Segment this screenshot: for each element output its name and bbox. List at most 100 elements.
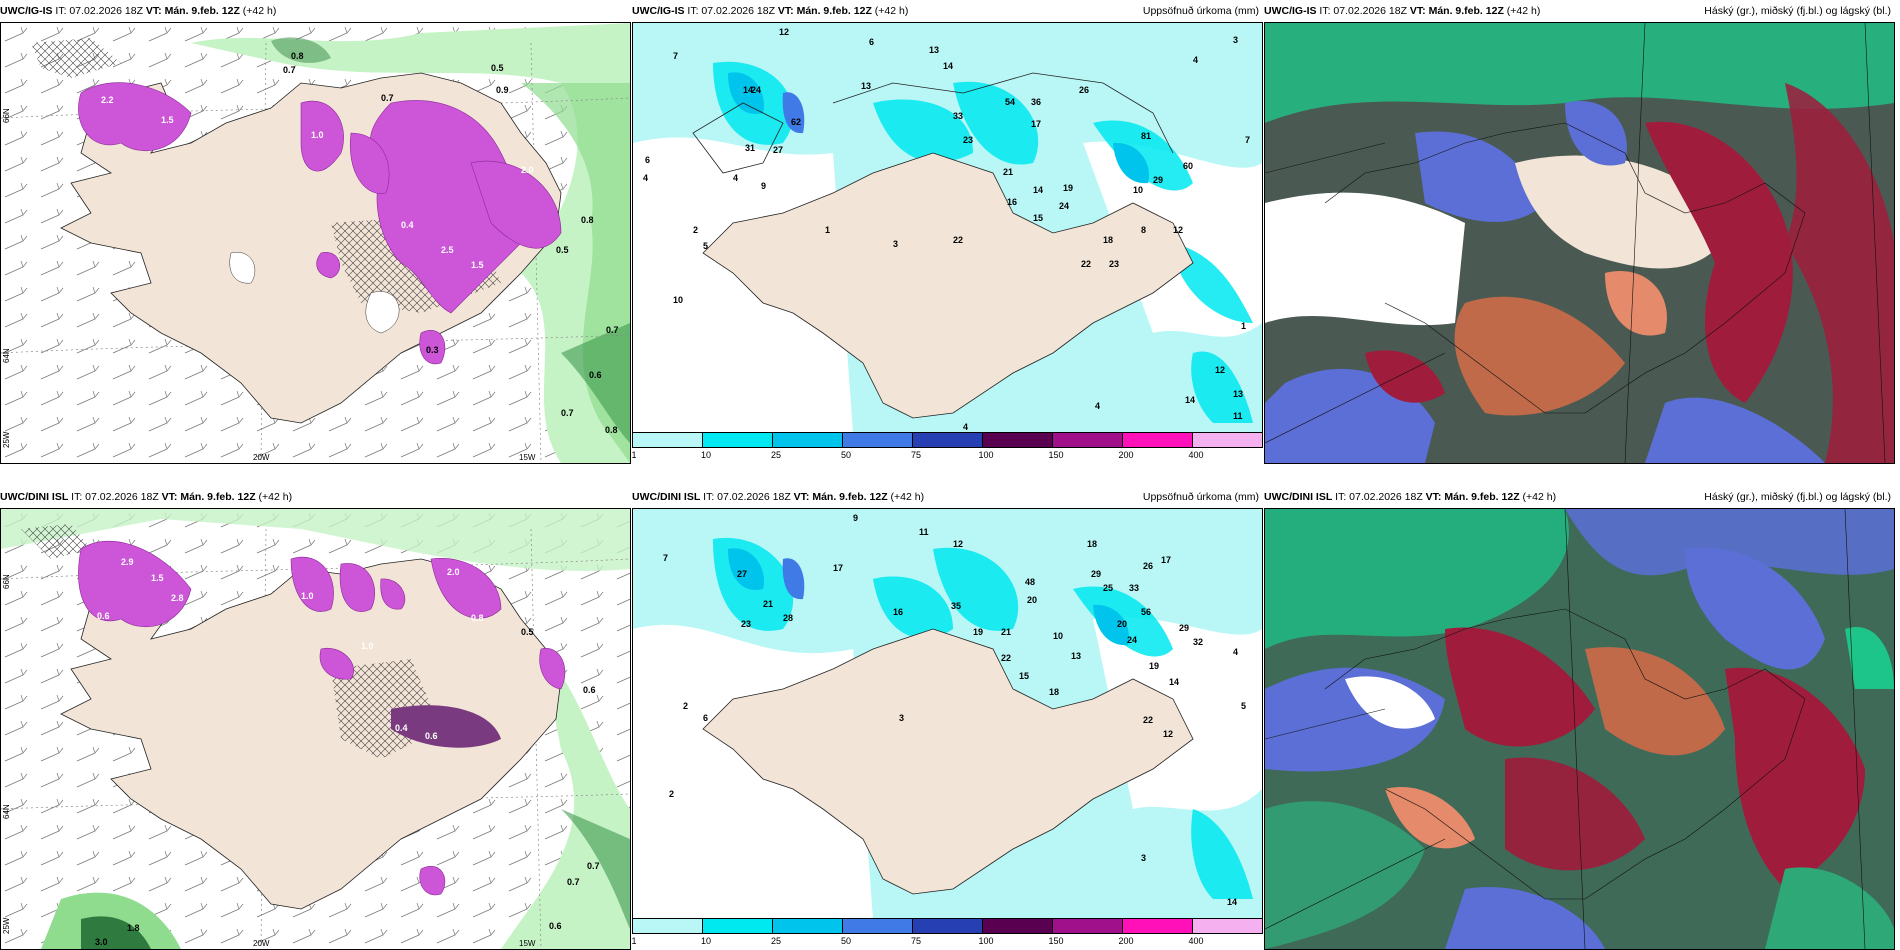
value-label: 5 <box>703 241 708 251</box>
value-label: 0.6 <box>97 611 110 621</box>
value-label: 24 <box>751 85 761 95</box>
value-label: 60 <box>1183 161 1193 171</box>
value-label: 9 <box>853 513 858 523</box>
colorbar-tick: 50 <box>840 450 852 460</box>
panel-header: UWC/DINI ISL IT: 07.02.2026 18Z VT: Mán.… <box>632 486 1263 508</box>
panel-ig-is-accum-precip: UWC/IG-IS IT: 07.02.2026 18Z VT: Mán. 9.… <box>631 0 1263 460</box>
value-label: 22 <box>953 235 963 245</box>
precip-snow-areas <box>78 82 562 365</box>
colorbar-swatch <box>983 919 1053 933</box>
map-frame: 12 13 6 7 14 13 14 6 4 3 4 7 24 62 31 27… <box>632 22 1263 434</box>
colorbar-tick: 25 <box>770 450 782 460</box>
panel-header: UWC/DINI ISL IT: 07.02.2026 18Z VT: Mán.… <box>0 486 631 508</box>
value-label: 19 <box>1149 661 1159 671</box>
map-frame <box>1264 22 1895 464</box>
valid-time: Mán. 9.feb. 12Z <box>164 5 240 17</box>
value-label: 35 <box>951 601 961 611</box>
value-label: 23 <box>963 135 973 145</box>
value-label: 21 <box>763 599 773 609</box>
value-label: 0.8 <box>471 613 484 623</box>
value-label: 10 <box>673 295 683 305</box>
cloud-map <box>1265 23 1894 463</box>
colorbar-swatch <box>633 919 703 933</box>
value-label: 4 <box>733 173 738 183</box>
colorbar-ticks: 1 10 25 50 75 100 150 200 400 <box>631 450 1263 464</box>
value-label: 22 <box>1001 653 1011 663</box>
iceland-land <box>702 628 1194 895</box>
value-label: 2.2 <box>101 95 114 105</box>
colorbar-tick: 10 <box>700 450 712 460</box>
value-label: 1.0 <box>361 641 374 651</box>
value-label: 2.5 <box>441 245 454 255</box>
value-label: 23 <box>741 619 751 629</box>
colorbar-swatch <box>983 433 1053 447</box>
lon-label: 15W <box>519 453 536 462</box>
model-name: UWC/IG-IS <box>632 5 685 17</box>
value-label: 1 <box>825 225 830 235</box>
value-label: 0.8 <box>581 215 594 225</box>
value-label: 15 <box>1033 213 1043 223</box>
value-label: 2.8 <box>171 593 184 603</box>
value-label: 7 <box>663 553 668 563</box>
colorbar-swatch <box>703 433 773 447</box>
colorbar-swatch <box>1123 433 1193 447</box>
wind-zone-green <box>191 23 630 463</box>
precip-value-labels: 12 13 6 7 14 13 14 6 4 3 4 7 24 62 31 27… <box>643 27 1250 432</box>
value-label: 0.9 <box>496 85 509 95</box>
value-label: 26 <box>1143 561 1153 571</box>
colorbar-tick: 200 <box>1118 936 1134 946</box>
colorbar-tick: 400 <box>1188 450 1204 460</box>
precip-value-labels: 0.8 0.7 2.2 1.5 0.5 0.9 0.7 0.8 0.5 0.7 … <box>101 51 619 435</box>
lead-time: (+42 h) <box>1522 491 1557 503</box>
value-label: 19 <box>973 627 983 637</box>
value-label: 0.6 <box>425 731 438 741</box>
colorbar-tick: 1 <box>631 936 637 946</box>
value-label: 14 <box>1033 185 1043 195</box>
lon-label: 15W <box>519 939 536 948</box>
model-name: UWC/DINI ISL <box>632 491 701 503</box>
value-label: 13 <box>1071 651 1081 661</box>
map-frame: 2.9 2.8 1.5 0.6 2.0 1.0 0.8 0.4 0.6 1.0 … <box>0 508 631 950</box>
value-label: 0.5 <box>521 627 534 637</box>
value-label: 26 <box>1079 85 1089 95</box>
value-label: 0.6 <box>589 370 602 380</box>
issue-time: IT: 07.02.2026 18Z <box>687 5 775 17</box>
value-label: 0.6 <box>549 921 562 931</box>
panel-dini-precip-type: UWC/DINI ISL IT: 07.02.2026 18Z VT: Mán.… <box>0 486 631 950</box>
value-label: 12 <box>1163 729 1173 739</box>
value-label: 24 <box>1059 201 1069 211</box>
model-name: UWC/DINI ISL <box>1264 491 1333 503</box>
value-label: 2.0 <box>447 567 460 577</box>
value-label: 29 <box>1153 175 1163 185</box>
value-label: 22 <box>1143 715 1153 725</box>
value-label: 18 <box>1049 687 1059 697</box>
value-label: 4 <box>1233 647 1238 657</box>
panel-header: UWC/IG-IS IT: 07.02.2026 18Z VT: Mán. 9.… <box>632 0 1263 22</box>
issue-time: IT: 07.02.2026 18Z <box>1319 5 1407 17</box>
value-label: 8 <box>1141 225 1146 235</box>
value-label: 2.0 <box>521 165 534 175</box>
valid-label: VT: <box>777 5 794 17</box>
value-label: 7 <box>1245 135 1250 145</box>
valid-time: Mán. 9.feb. 12Z <box>812 491 888 503</box>
lon-label: 25W <box>2 431 11 448</box>
colorbar-swatch <box>913 919 983 933</box>
colorbar-tick: 150 <box>1048 936 1064 946</box>
value-label: 10 <box>1133 185 1143 195</box>
value-label: 0.6 <box>583 685 596 695</box>
value-label: 3.0 <box>95 937 108 947</box>
value-label: 28 <box>783 613 793 623</box>
model-name: UWC/DINI ISL <box>0 491 69 503</box>
colorbar-tick: 150 <box>1048 450 1064 460</box>
value-label: 9 <box>761 181 766 191</box>
colorbar-swatch <box>703 919 773 933</box>
value-label: 3 <box>899 713 904 723</box>
value-label: 62 <box>791 117 801 127</box>
value-label: 7 <box>673 51 678 61</box>
field-title: Háský (gr.), miðský (fj.bl.) og lágský (… <box>1704 491 1891 503</box>
value-label: 3 <box>1141 853 1146 863</box>
valid-label: VT: <box>145 5 162 17</box>
colorbar-swatch <box>843 433 913 447</box>
value-label: 11 <box>1233 411 1243 421</box>
value-label: 33 <box>953 111 963 121</box>
